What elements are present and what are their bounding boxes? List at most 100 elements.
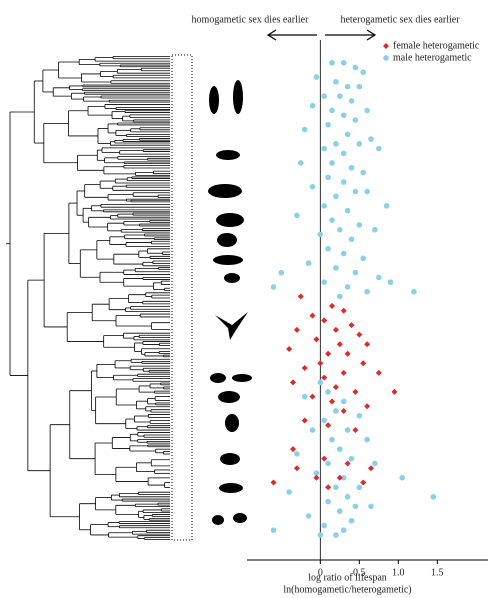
x-tick-label: 1.5	[431, 567, 444, 578]
point	[313, 470, 320, 476]
point	[286, 345, 293, 352]
legend-marker	[383, 43, 389, 49]
x-tick-label: 0.5	[353, 567, 366, 578]
point	[305, 513, 312, 519]
point	[340, 398, 347, 405]
point	[321, 522, 328, 529]
point	[333, 141, 339, 147]
point	[340, 250, 347, 257]
point	[321, 374, 328, 381]
point	[325, 498, 331, 505]
point	[356, 222, 363, 228]
point	[364, 403, 371, 410]
x-axis-label: ln(homogametic/heterogametic)	[283, 584, 411, 595]
point	[329, 59, 335, 66]
point	[340, 369, 347, 376]
point	[332, 384, 339, 391]
point	[391, 388, 398, 395]
point	[309, 183, 316, 190]
point	[344, 460, 351, 467]
direction-arrows	[266, 29, 377, 41]
point	[344, 427, 351, 433]
point	[368, 503, 374, 510]
point	[329, 107, 335, 114]
point	[301, 393, 308, 400]
point	[352, 503, 359, 510]
point	[352, 269, 359, 276]
point	[340, 307, 347, 314]
point	[325, 350, 332, 357]
point	[325, 389, 331, 395]
point	[344, 207, 351, 214]
point	[372, 460, 378, 467]
point	[293, 465, 300, 472]
point	[360, 360, 367, 367]
point	[376, 274, 382, 281]
point	[321, 417, 328, 424]
point	[301, 126, 308, 133]
point	[301, 417, 308, 424]
point	[321, 93, 328, 99]
point	[372, 226, 378, 233]
point	[383, 203, 390, 209]
point	[344, 83, 351, 90]
point	[329, 398, 336, 405]
point	[329, 303, 336, 310]
point	[321, 455, 328, 462]
point	[325, 422, 332, 429]
point	[356, 141, 363, 147]
point	[376, 145, 382, 152]
point	[348, 322, 355, 329]
point	[325, 460, 331, 467]
point	[344, 284, 351, 290]
point	[313, 74, 320, 80]
point	[336, 474, 343, 481]
point	[352, 427, 359, 434]
point	[356, 484, 363, 491]
point	[352, 117, 359, 123]
point	[329, 436, 335, 443]
point	[340, 527, 347, 534]
point	[333, 408, 339, 414]
x-tick-label: 0	[318, 567, 323, 578]
point	[333, 193, 339, 200]
point	[321, 317, 328, 324]
point	[278, 269, 285, 276]
point	[332, 326, 339, 333]
x-axis-label: log ratio of lifespan	[308, 572, 387, 583]
point	[325, 174, 331, 181]
point	[290, 446, 297, 453]
point	[375, 369, 382, 376]
point	[337, 446, 343, 452]
point	[286, 489, 292, 495]
point	[309, 427, 316, 433]
point	[317, 532, 324, 538]
silhouettes	[208, 80, 252, 525]
point	[294, 212, 300, 219]
point	[309, 312, 316, 319]
point	[305, 260, 312, 266]
point	[352, 64, 359, 71]
point	[313, 336, 320, 343]
point	[360, 169, 367, 176]
point	[348, 236, 355, 243]
point	[333, 484, 339, 491]
point	[364, 288, 370, 295]
point	[364, 436, 370, 443]
point	[270, 527, 277, 534]
point	[430, 494, 437, 500]
point	[337, 226, 343, 233]
point	[293, 326, 300, 333]
point	[325, 484, 332, 491]
point	[333, 265, 339, 271]
point	[340, 474, 347, 481]
point	[313, 474, 320, 481]
point	[340, 407, 347, 414]
point	[352, 388, 359, 395]
point	[270, 479, 277, 486]
point	[309, 102, 316, 109]
point	[340, 59, 347, 66]
point	[294, 451, 300, 457]
point	[297, 293, 304, 300]
point	[344, 494, 351, 500]
